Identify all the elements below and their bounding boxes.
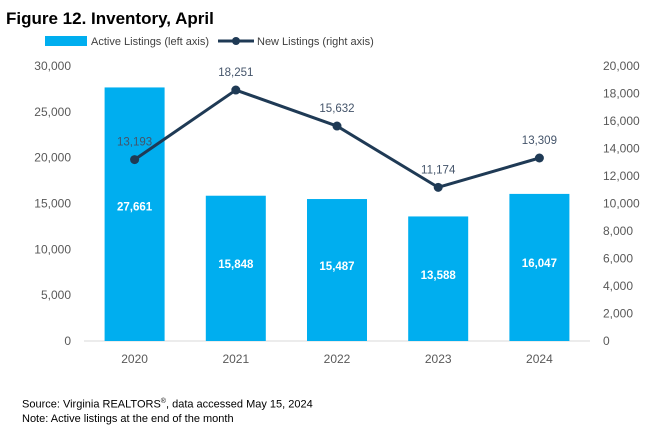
legend-bar-swatch — [45, 36, 87, 46]
x-axis: 2020 2021 2022 2023 2024 — [121, 352, 553, 366]
bar — [509, 193, 570, 341]
left-tick-label: 30,000 — [34, 59, 71, 73]
bar — [408, 216, 469, 341]
footnote: Note: Active listings at the end of the … — [22, 413, 234, 425]
bar — [205, 195, 266, 341]
right-tick-label: 2,000 — [603, 307, 633, 321]
bar-data-label: 16,047 — [522, 258, 557, 270]
left-tick-label: 10,000 — [34, 242, 71, 256]
source-note: Source: Virginia REALTORS®, data accesse… — [22, 398, 313, 411]
left-tick-label: 5,000 — [41, 288, 71, 302]
right-tick-label: 18,000 — [603, 87, 640, 101]
chart-title: Figure 12. Inventory, April — [6, 9, 214, 28]
line-data-label: 18,251 — [218, 67, 253, 79]
left-tick-label: 25,000 — [34, 105, 71, 119]
bar — [307, 199, 367, 341]
x-tick-label: 2022 — [324, 352, 351, 366]
x-tick-label: 2024 — [526, 352, 553, 366]
line-point — [433, 182, 443, 192]
legend-bar-label: Active Listings (left axis) — [91, 36, 209, 48]
line-point — [231, 85, 241, 95]
bar-data-label: 13,588 — [421, 270, 457, 282]
x-tick-label: 2021 — [222, 352, 249, 366]
right-tick-label: 14,000 — [603, 142, 640, 156]
bar-data-label: 15,487 — [319, 261, 354, 273]
line-data-label: 15,632 — [319, 103, 354, 115]
bar-data-label: 15,848 — [218, 259, 254, 271]
line-data-label: 11,174 — [421, 164, 456, 176]
legend-line-marker — [232, 37, 240, 45]
right-tick-label: 20,000 — [603, 59, 640, 73]
bar-data-label: 27,661 — [117, 202, 153, 214]
x-tick-label: 2020 — [121, 352, 148, 366]
line-data-label: 13,309 — [522, 135, 557, 147]
legend-line-label: New Listings (right axis) — [257, 36, 374, 48]
left-tick-label: 15,000 — [34, 197, 71, 211]
line-point — [332, 121, 342, 131]
right-tick-label: 8,000 — [603, 224, 633, 238]
x-tick-label: 2023 — [425, 352, 452, 366]
left-axis: 0 5,000 10,000 15,000 20,000 25,000 30,000 — [34, 59, 71, 348]
right-tick-label: 16,000 — [603, 114, 640, 128]
right-tick-label: 0 — [603, 334, 610, 348]
bar-series: 27,661 15,848 15,487 13,588 16,047 — [104, 87, 570, 342]
right-tick-label: 12,000 — [603, 169, 640, 183]
line-point — [534, 153, 544, 163]
line-data-label: 13,193 — [117, 137, 152, 149]
right-axis: 0 2,000 4,000 6,000 8,000 10,000 12,000 14,000 1… — [603, 59, 640, 348]
line-point — [130, 155, 140, 165]
legend: Active Listings (left axis) New Listings… — [45, 36, 374, 48]
bar — [104, 87, 165, 342]
left-tick-label: 0 — [64, 334, 71, 348]
line-series: 13,193 18,251 15,632 11,174 13,309 — [117, 67, 557, 192]
right-tick-label: 6,000 — [603, 252, 633, 266]
left-tick-label: 20,000 — [34, 151, 71, 165]
right-tick-label: 10,000 — [603, 197, 640, 211]
right-tick-label: 4,000 — [603, 279, 633, 293]
